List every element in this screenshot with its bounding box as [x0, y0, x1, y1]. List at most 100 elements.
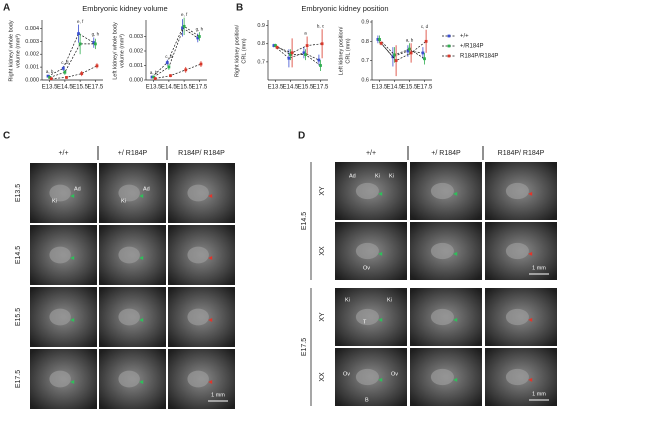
data-point	[184, 68, 188, 72]
organ	[430, 368, 454, 386]
organ	[49, 308, 71, 326]
y-tick-label: 0.7	[361, 58, 369, 64]
y-axis-label: CRL (mm)	[241, 38, 247, 63]
data-point	[197, 35, 201, 38]
series-line	[276, 43, 323, 54]
x-tick-label: E14.5	[161, 85, 177, 91]
y-tick-label: 0.6	[361, 77, 369, 83]
organ	[49, 246, 71, 264]
series-line	[380, 41, 427, 62]
image-label: Ki	[389, 173, 394, 179]
data-point	[319, 64, 322, 67]
organ	[505, 182, 529, 200]
series-line	[273, 45, 320, 61]
organ	[49, 370, 71, 388]
row-label: E14.5	[15, 246, 22, 264]
data-point	[63, 70, 67, 74]
organ	[187, 370, 209, 388]
data-point	[274, 44, 277, 47]
image-label: Ad	[74, 186, 81, 192]
arrow	[139, 380, 144, 384]
y-tick-label: 0.001	[25, 65, 39, 71]
arrow	[528, 377, 533, 382]
data-point	[169, 74, 172, 78]
arrow	[70, 256, 75, 260]
panel-label: A	[3, 3, 10, 14]
image-label: Ov	[343, 371, 350, 377]
y-tick-label: 0.002	[129, 48, 143, 54]
image-label: Ki	[52, 198, 57, 204]
organ	[505, 308, 529, 326]
data-point	[409, 51, 413, 55]
series-line	[377, 39, 423, 58]
data-point	[153, 77, 157, 80]
series-line	[379, 39, 425, 60]
row-label: E15.5	[15, 308, 22, 326]
image-label: Ad	[143, 186, 150, 192]
series-line	[275, 45, 321, 66]
organ	[430, 308, 454, 326]
data-point	[46, 74, 50, 78]
x-tick-label: E13.5	[268, 85, 284, 91]
series-line	[155, 63, 202, 79]
column-header: +/+	[58, 150, 68, 157]
organ	[355, 368, 379, 386]
data-point	[424, 39, 428, 43]
x-tick-label: E15.5	[72, 85, 88, 91]
y-tick-label: 0.000	[129, 77, 143, 83]
organ	[355, 182, 379, 200]
data-point	[61, 67, 65, 70]
arrow	[453, 191, 458, 196]
x-tick-label: E13.5	[372, 85, 388, 91]
data-point	[78, 42, 82, 46]
data-point	[320, 42, 324, 46]
panel-label: B	[236, 3, 243, 14]
data-point	[65, 76, 68, 79]
scale-label: 1 mm	[532, 391, 546, 397]
section-title: Embryonic kidney volume	[82, 4, 167, 13]
data-point	[165, 61, 169, 64]
data-point	[167, 65, 171, 69]
data-point	[77, 32, 80, 35]
series-line	[153, 25, 200, 78]
data-point	[290, 51, 294, 55]
panel-label: C	[3, 131, 10, 142]
organ	[118, 370, 140, 388]
data-point	[48, 76, 52, 79]
data-point	[93, 42, 97, 46]
data-point	[421, 51, 425, 55]
annotation: g, h	[196, 26, 204, 31]
arrow	[139, 318, 144, 322]
row-label: XX	[319, 246, 326, 256]
x-tick-label: E14.5	[57, 85, 73, 91]
arrow	[208, 318, 213, 322]
section-title: Embryonic kidney position	[301, 4, 388, 13]
y-tick-label: 0.001	[129, 63, 143, 69]
y-tick-label: 0.002	[25, 52, 39, 58]
image-label: Ki	[121, 198, 126, 204]
x-tick-label: E13.5	[42, 85, 58, 91]
annotation: g, h	[92, 32, 100, 37]
image-label: Ad	[349, 173, 356, 179]
x-tick-label: E17.5	[88, 85, 104, 91]
organ	[187, 308, 209, 326]
data-point	[272, 44, 276, 47]
arrow	[378, 317, 383, 322]
arrow	[378, 251, 383, 256]
arrow	[453, 251, 458, 256]
organ	[355, 308, 379, 326]
data-point	[199, 62, 203, 66]
arrow	[208, 194, 213, 198]
annotation: a	[304, 31, 307, 36]
legend-marker	[447, 44, 451, 48]
y-tick-label: 0.000	[25, 77, 39, 83]
data-point	[95, 64, 99, 68]
y-axis-label: Right kidney/ whole body	[8, 20, 14, 81]
data-point	[406, 49, 410, 53]
annotation: e, f	[181, 12, 188, 17]
data-point	[305, 44, 309, 47]
organ	[118, 184, 140, 202]
image-label: B	[365, 397, 369, 403]
arrow	[70, 380, 75, 384]
data-point	[393, 53, 396, 57]
